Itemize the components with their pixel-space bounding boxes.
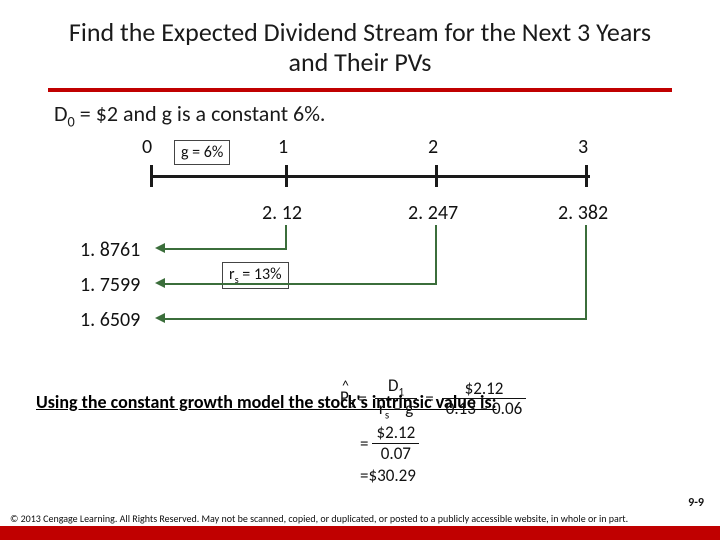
result: =$30.29 — [360, 465, 416, 486]
pv-3: 1. 6509 — [80, 308, 140, 332]
eq1: = — [358, 388, 366, 409]
r-box: rs = 13% — [222, 262, 289, 289]
frac1: D1 rs – g — [375, 376, 417, 421]
arrow2-head — [155, 278, 165, 288]
timeline-diagram: 0 1 2 3 g = 6% 2. 12 2. 247 2. 382 1. 87… — [50, 135, 670, 365]
arrow3-v — [585, 225, 587, 319]
arrow2-h — [165, 283, 437, 285]
arrow1-head — [155, 243, 165, 253]
tick-2 — [435, 165, 438, 187]
pv-1: 1. 8761 — [80, 238, 140, 262]
tick-1 — [285, 165, 288, 187]
slide-title: Find the Expected Dividend Stream for th… — [0, 0, 720, 84]
pv-2: 1. 7599 — [80, 273, 140, 297]
period-3: 3 — [578, 135, 588, 159]
period-0: 0 — [142, 135, 152, 159]
eq3: = — [360, 433, 368, 454]
copyright: © 2013 Cengage Learning. All Rights Rese… — [0, 511, 720, 526]
dividend-2: 2. 247 — [408, 201, 458, 225]
dividend-3: 2. 382 — [558, 201, 608, 225]
period-2: 2 — [428, 135, 438, 159]
formula-block: P0 = D1 rs – g = $2.12 0.13 – 0.06 = $2.… — [340, 376, 700, 486]
arrow1-h — [165, 248, 287, 250]
tick-0 — [150, 165, 153, 187]
g-box: g = 6% — [174, 140, 230, 165]
frac2: $2.12 0.13 – 0.06 — [442, 379, 526, 419]
bottom-red-bar — [0, 526, 720, 540]
formula-lhs: P0 — [340, 387, 354, 410]
arrow1-v — [285, 225, 287, 249]
frac3: $2.12 0.07 — [372, 423, 419, 463]
arrow3-h — [165, 318, 587, 320]
dividend-1: 2. 12 — [262, 201, 302, 225]
arrow3-head — [155, 313, 165, 323]
arrow2-v — [435, 225, 437, 284]
period-1: 1 — [278, 135, 288, 159]
tick-3 — [585, 165, 588, 187]
given-text: D0 = $2 and g is a constant 6%. — [0, 92, 720, 130]
slide-number: 9-9 — [688, 496, 704, 510]
timeline-axis — [150, 175, 590, 178]
eq2: = — [425, 388, 433, 409]
